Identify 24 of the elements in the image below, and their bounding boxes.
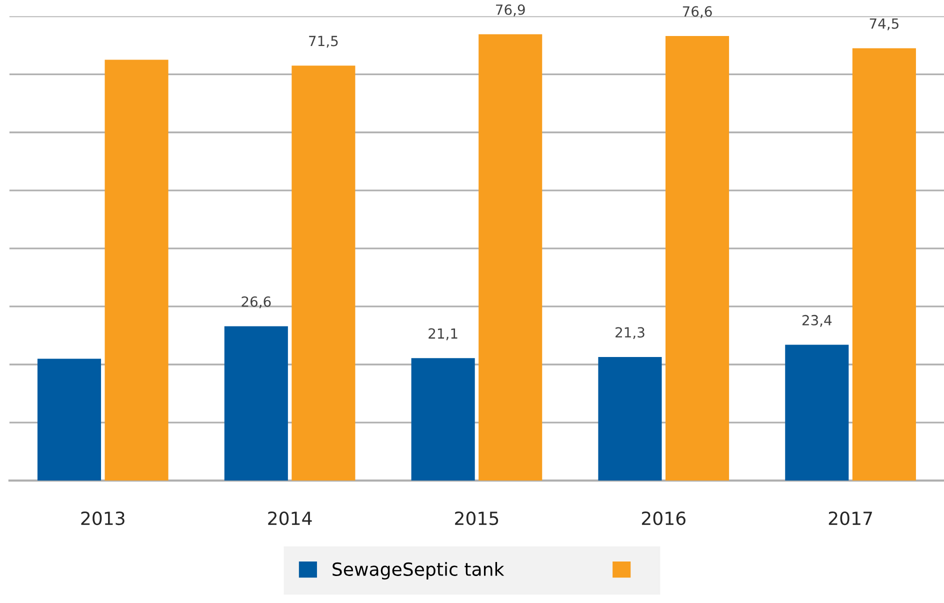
bar (104, 60, 168, 481)
bar (785, 344, 849, 481)
bar (411, 358, 475, 481)
x-tick-label: 2014 (268, 511, 312, 526)
data-label: 76,9 (496, 4, 525, 16)
bar (478, 34, 542, 481)
bar (598, 356, 662, 481)
x-tick-label: 2013 (81, 511, 124, 526)
data-label: 26,6 (242, 296, 271, 308)
data-label: 21,1 (428, 328, 458, 340)
bar (224, 326, 288, 481)
x-tick-label: 2016 (642, 511, 686, 526)
legend-label: SewageSeptic tank (332, 562, 504, 580)
data-label: 71,5 (309, 36, 338, 48)
x-tick-label: 2015 (455, 511, 498, 526)
x-tick-label: 2017 (828, 511, 872, 526)
bar (292, 66, 356, 481)
data-label: 23,4 (802, 314, 832, 327)
data-label: 76,6 (682, 6, 712, 18)
data-label: 21,3 (616, 327, 644, 340)
bar (666, 36, 730, 481)
data-label: 74,5 (870, 18, 898, 30)
bar (37, 358, 102, 481)
bar (852, 48, 916, 481)
